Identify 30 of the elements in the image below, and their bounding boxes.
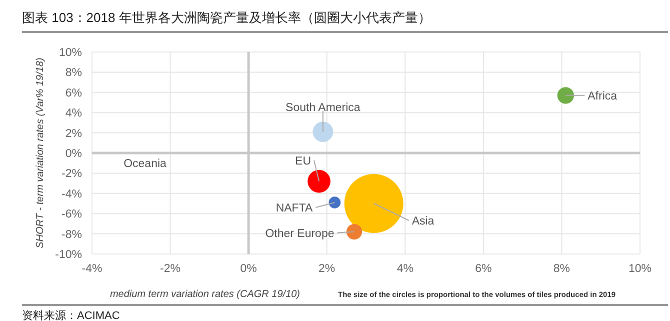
x-tick-label: 10% [628,263,652,275]
y-tick-label: 2% [65,128,82,140]
y-tick-label: 10% [58,47,82,59]
text: 资料来源：ACIMAC [22,309,120,321]
y-tick-label: -6% [62,208,82,221]
series-label: EU [295,155,312,168]
y-tick-label: -10% [55,249,82,261]
title: 图表 103：2018 年世界各大洲陶瓷产量及增长率（圆圈大小代表产量） [22,10,431,25]
x-axis-title: medium term variation rates (CAGR 19/10) [110,289,300,300]
y-tick-label: 0% [65,148,82,160]
x-tick-label: 6% [475,263,492,275]
x-tick-label: 0% [240,263,257,275]
x-tick-label: 2% [318,263,336,275]
series-label: South America [286,102,361,114]
series-label: NAFTA [276,202,314,214]
x-tick-label: -2% [160,263,181,275]
y-tick-label: 6% [65,87,82,100]
y-tick-label: -4% [62,188,82,200]
x-tick-label: 8% [553,263,570,275]
y-tick-label: 4% [65,108,82,120]
x-tick-label: -4% [82,263,102,275]
annotation: Oceania [124,158,168,170]
y-tick-label: 8% [65,67,82,80]
x-tick-label: 4% [396,263,414,275]
series-label: Asia [412,216,435,228]
y-tick-label: -8% [62,228,82,241]
series-label: Africa [588,90,618,102]
y-axis-title: SHORT - term variation rates (Var% 19/18) [35,58,46,248]
series-label: Other Europe [265,228,334,240]
y-tick-label: -2% [62,168,82,180]
